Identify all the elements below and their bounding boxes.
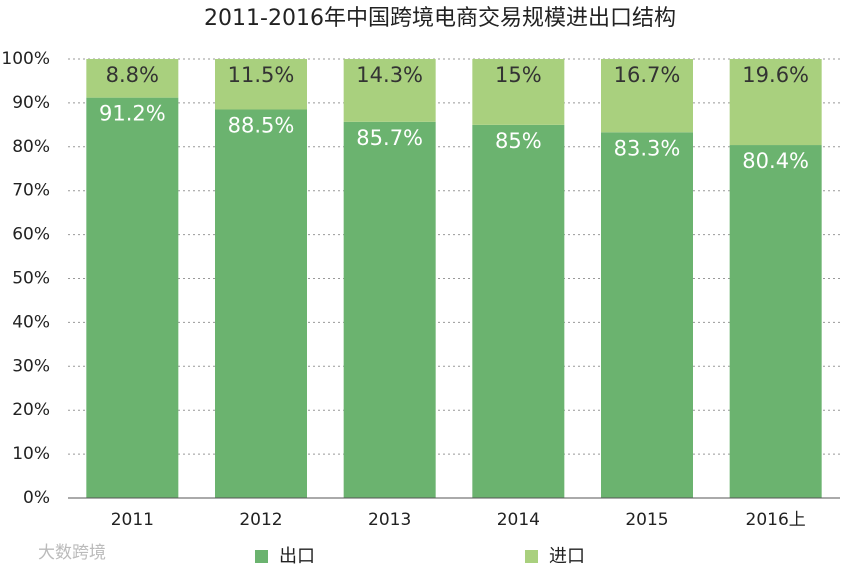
x-tick-label: 2014 <box>497 510 540 530</box>
y-tick-label: 20% <box>12 400 50 420</box>
bar-segment <box>86 97 179 498</box>
chart-title: 2011-2016年中国跨境电商交易规模进出口结构 <box>204 6 676 31</box>
data-label: 88.5% <box>228 113 295 137</box>
legend-label: 出口 <box>279 546 315 567</box>
data-label: 11.5% <box>228 63 295 87</box>
y-tick-label: 90% <box>12 93 50 113</box>
x-tick-label: 2012 <box>239 510 282 530</box>
data-label: 14.3% <box>356 63 423 87</box>
y-tick-label: 30% <box>12 356 50 376</box>
data-label: 8.8% <box>106 63 159 87</box>
watermark: 大数跨境 <box>38 543 106 563</box>
x-tick-label: 2015 <box>625 510 668 530</box>
y-tick-label: 80% <box>12 137 50 157</box>
x-tick-label: 2016上 <box>746 510 806 530</box>
bar-segment <box>215 59 307 110</box>
y-tick-label: 0% <box>23 488 50 508</box>
bar-segment <box>86 59 179 98</box>
bar-segment <box>601 132 693 499</box>
x-tick-label: 2011 <box>111 510 154 530</box>
bar-segment <box>729 59 822 146</box>
legend-swatch <box>525 550 538 563</box>
data-label: 91.2% <box>99 102 166 126</box>
bar-segment <box>472 124 565 498</box>
legend-label: 进口 <box>549 546 585 567</box>
bar-segment <box>343 59 436 122</box>
data-label: 15% <box>495 63 542 87</box>
y-tick-label: 100% <box>1 49 50 69</box>
y-tick-label: 60% <box>12 225 50 245</box>
data-label: 85% <box>495 129 542 153</box>
data-label: 85.7% <box>356 126 423 150</box>
y-tick-label: 40% <box>12 312 50 332</box>
y-tick-label: 10% <box>12 444 50 464</box>
y-tick-label: 70% <box>12 181 50 201</box>
data-label: 80.4% <box>742 149 809 173</box>
data-label: 19.6% <box>742 63 809 87</box>
data-label: 16.7% <box>614 63 681 87</box>
bar-segment <box>601 59 693 133</box>
bar-segment <box>472 59 565 125</box>
bar-segment <box>343 121 436 498</box>
bar-segment <box>215 109 307 499</box>
legend-swatch <box>255 550 268 563</box>
bar-segment <box>729 145 822 498</box>
y-tick-label: 50% <box>12 269 50 289</box>
data-label: 83.3% <box>614 136 681 160</box>
x-tick-label: 2013 <box>368 510 411 530</box>
